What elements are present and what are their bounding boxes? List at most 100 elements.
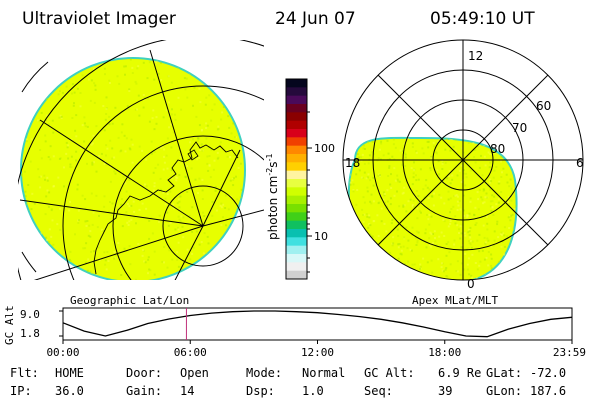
- noise-pixel: [137, 94, 140, 97]
- noise-pixel: [72, 104, 75, 107]
- noise-pixel: [365, 213, 368, 216]
- apex-mlt-lines: [343, 40, 583, 280]
- status-value: 1.0: [302, 384, 324, 398]
- noise-pixel: [511, 213, 514, 216]
- noise-pixel: [392, 242, 395, 245]
- colorbar-band: [286, 195, 307, 205]
- noise-pixel: [349, 247, 352, 250]
- noise-pixel: [427, 146, 430, 149]
- noise-pixel: [368, 214, 371, 217]
- noise-pixel: [482, 202, 484, 205]
- noise-pixel: [167, 75, 170, 78]
- noise-pixel: [66, 146, 69, 149]
- noise-pixel: [510, 187, 513, 190]
- noise-pixel: [447, 198, 450, 201]
- noise-pixel: [387, 175, 390, 177]
- noise-pixel: [37, 264, 40, 267]
- noise-pixel: [51, 119, 54, 122]
- noise-pixel: [509, 251, 511, 254]
- noise-pixel: [104, 259, 107, 262]
- noise-pixel: [208, 94, 211, 97]
- noise-pixel: [196, 139, 199, 142]
- noise-pixel: [463, 214, 466, 217]
- status-key: Flt:: [10, 366, 39, 380]
- noise-pixel: [152, 189, 155, 192]
- noise-pixel: [401, 150, 404, 153]
- noise-pixel: [229, 179, 232, 182]
- noise-pixel: [96, 226, 99, 229]
- noise-pixel: [76, 87, 79, 90]
- noise-pixel: [173, 113, 176, 116]
- noise-pixel: [429, 231, 432, 234]
- noise-pixel: [235, 136, 238, 139]
- noise-pixel: [487, 251, 490, 253]
- noise-pixel: [150, 152, 153, 155]
- noise-pixel: [87, 258, 90, 261]
- noise-pixel: [197, 137, 200, 140]
- noise-pixel: [197, 70, 200, 73]
- noise-pixel: [353, 219, 356, 222]
- noise-pixel: [372, 200, 375, 203]
- noise-pixel: [159, 188, 162, 191]
- noise-pixel: [399, 246, 402, 249]
- status-key: Mode:: [246, 366, 282, 380]
- noise-pixel: [98, 155, 101, 158]
- noise-pixel: [492, 244, 495, 247]
- noise-pixel: [176, 251, 179, 254]
- noise-pixel: [431, 271, 434, 274]
- noise-pixel: [33, 255, 36, 257]
- noise-pixel: [186, 165, 188, 168]
- noise-pixel: [367, 254, 370, 257]
- noise-pixel: [459, 237, 462, 240]
- noise-pixel: [185, 77, 188, 80]
- noise-pixel: [443, 202, 446, 205]
- noise-pixel: [405, 226, 408, 229]
- noise-pixel: [514, 273, 517, 275]
- noise-pixel: [21, 60, 23, 63]
- noise-pixel: [361, 208, 364, 211]
- noise-pixel: [401, 277, 404, 280]
- noise-pixel: [501, 171, 503, 174]
- noise-pixel: [438, 235, 441, 238]
- noise-pixel: [409, 248, 412, 251]
- noise-pixel: [171, 108, 173, 111]
- noise-pixel: [158, 147, 161, 150]
- noise-pixel: [190, 167, 193, 170]
- noise-pixel: [45, 114, 48, 117]
- noise-pixel: [226, 246, 229, 249]
- status-value: 187.6: [530, 384, 566, 398]
- mlat-label-70: 70: [512, 121, 527, 135]
- noise-pixel: [178, 200, 181, 203]
- noise-pixel: [150, 140, 153, 143]
- noise-pixel: [362, 196, 365, 199]
- noise-pixel: [402, 205, 405, 208]
- noise-pixel: [200, 143, 203, 146]
- noise-pixel: [474, 161, 477, 164]
- noise-pixel: [208, 155, 211, 157]
- noise-pixel: [202, 252, 205, 255]
- altitude-xtick-label: 06:00: [174, 346, 207, 359]
- noise-pixel: [97, 59, 100, 62]
- noise-pixel: [86, 269, 89, 272]
- noise-pixel: [520, 161, 522, 163]
- noise-pixel: [35, 88, 38, 91]
- noise-pixel: [481, 174, 484, 177]
- noise-pixel: [468, 212, 471, 215]
- noise-pixel: [206, 260, 209, 263]
- noise-pixel: [172, 203, 175, 206]
- noise-pixel: [459, 208, 462, 211]
- noise-pixel: [142, 61, 145, 64]
- noise-pixel: [487, 239, 490, 242]
- noise-pixel: [113, 257, 116, 260]
- noise-pixel: [516, 169, 517, 172]
- noise-pixel: [368, 267, 371, 270]
- noise-pixel: [196, 158, 199, 161]
- noise-pixel: [434, 240, 437, 243]
- noise-pixel: [224, 194, 227, 197]
- noise-pixel: [415, 190, 418, 192]
- noise-pixel: [512, 228, 515, 231]
- noise-pixel: [109, 180, 112, 183]
- noise-pixel: [428, 188, 431, 191]
- noise-pixel: [201, 189, 204, 192]
- noise-pixel: [197, 192, 199, 195]
